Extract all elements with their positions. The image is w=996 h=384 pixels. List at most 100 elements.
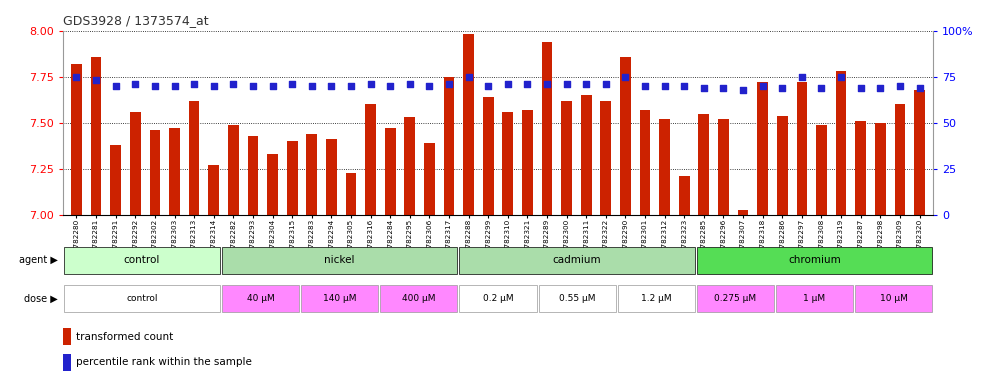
Point [382,83,398,89]
Point [108,83,124,89]
Text: 0.2 μM: 0.2 μM [483,294,513,303]
Point [539,81,555,87]
Bar [111,145,122,215]
Point [814,85,830,91]
Bar [63,354,72,371]
Point [206,83,222,89]
FancyBboxPatch shape [697,285,774,312]
Point [637,83,653,89]
Point [833,74,849,80]
Bar [307,134,317,215]
Point [225,81,241,87]
FancyBboxPatch shape [301,285,378,312]
Point [715,85,731,91]
Point [284,81,300,87]
FancyBboxPatch shape [697,247,932,274]
Point [774,85,790,91]
Text: control: control [126,294,157,303]
Text: 40 μM: 40 μM [247,294,275,303]
Bar [698,114,709,215]
Text: 400 μM: 400 μM [402,294,435,303]
Bar [718,119,729,215]
Point [69,74,85,80]
FancyBboxPatch shape [222,247,457,274]
Point [304,83,320,89]
Text: 140 μM: 140 μM [323,294,357,303]
Point [88,78,104,84]
Point [676,83,692,89]
Bar [287,141,298,215]
Bar [404,118,415,215]
FancyBboxPatch shape [459,247,695,274]
Point [520,81,536,87]
Point [245,83,261,89]
Bar [659,119,670,215]
FancyBboxPatch shape [539,285,616,312]
Point [401,81,417,87]
Bar [267,154,278,215]
Bar [738,210,748,215]
Bar [483,97,494,215]
Bar [502,112,513,215]
Bar [346,173,357,215]
Bar [169,128,180,215]
Point [324,83,340,89]
Point [186,81,202,87]
Text: dose ▶: dose ▶ [24,293,58,304]
Point [559,81,575,87]
Point [265,83,281,89]
Bar [366,104,375,215]
Bar [874,123,885,215]
Text: chromium: chromium [788,255,841,265]
Point [735,87,751,93]
Bar [621,56,630,215]
Point [911,85,927,91]
Point [872,85,888,91]
Text: GDS3928 / 1373574_at: GDS3928 / 1373574_at [63,14,208,27]
FancyBboxPatch shape [222,285,299,312]
FancyBboxPatch shape [64,285,220,312]
Point [147,83,163,89]
Text: control: control [124,255,160,265]
Point [441,81,457,87]
Point [696,85,712,91]
FancyBboxPatch shape [776,285,854,312]
Bar [679,176,689,215]
Point [598,81,614,87]
Text: cadmium: cadmium [553,255,602,265]
Bar [601,101,612,215]
Text: 10 μM: 10 μM [879,294,907,303]
Text: 1 μM: 1 μM [804,294,826,303]
Point [656,83,672,89]
Bar [326,139,337,215]
Bar [561,101,572,215]
Bar [149,130,160,215]
Bar [816,125,827,215]
Bar [443,77,454,215]
Point [500,81,516,87]
Point [579,81,595,87]
Text: 0.55 μM: 0.55 μM [559,294,596,303]
Bar [129,112,140,215]
FancyBboxPatch shape [380,285,457,312]
Bar [188,101,199,215]
Bar [856,121,867,215]
Bar [71,64,82,215]
Point [166,83,182,89]
Bar [63,328,72,345]
Bar [228,125,239,215]
Point [853,85,869,91]
Bar [757,82,768,215]
Bar [894,104,905,215]
Point [343,83,359,89]
Bar [836,71,847,215]
Point [794,74,810,80]
Point [480,83,496,89]
Bar [424,143,435,215]
Bar [777,116,788,215]
Bar [384,128,395,215]
Point [892,83,908,89]
FancyBboxPatch shape [459,285,537,312]
Point [363,81,378,87]
Point [127,81,143,87]
